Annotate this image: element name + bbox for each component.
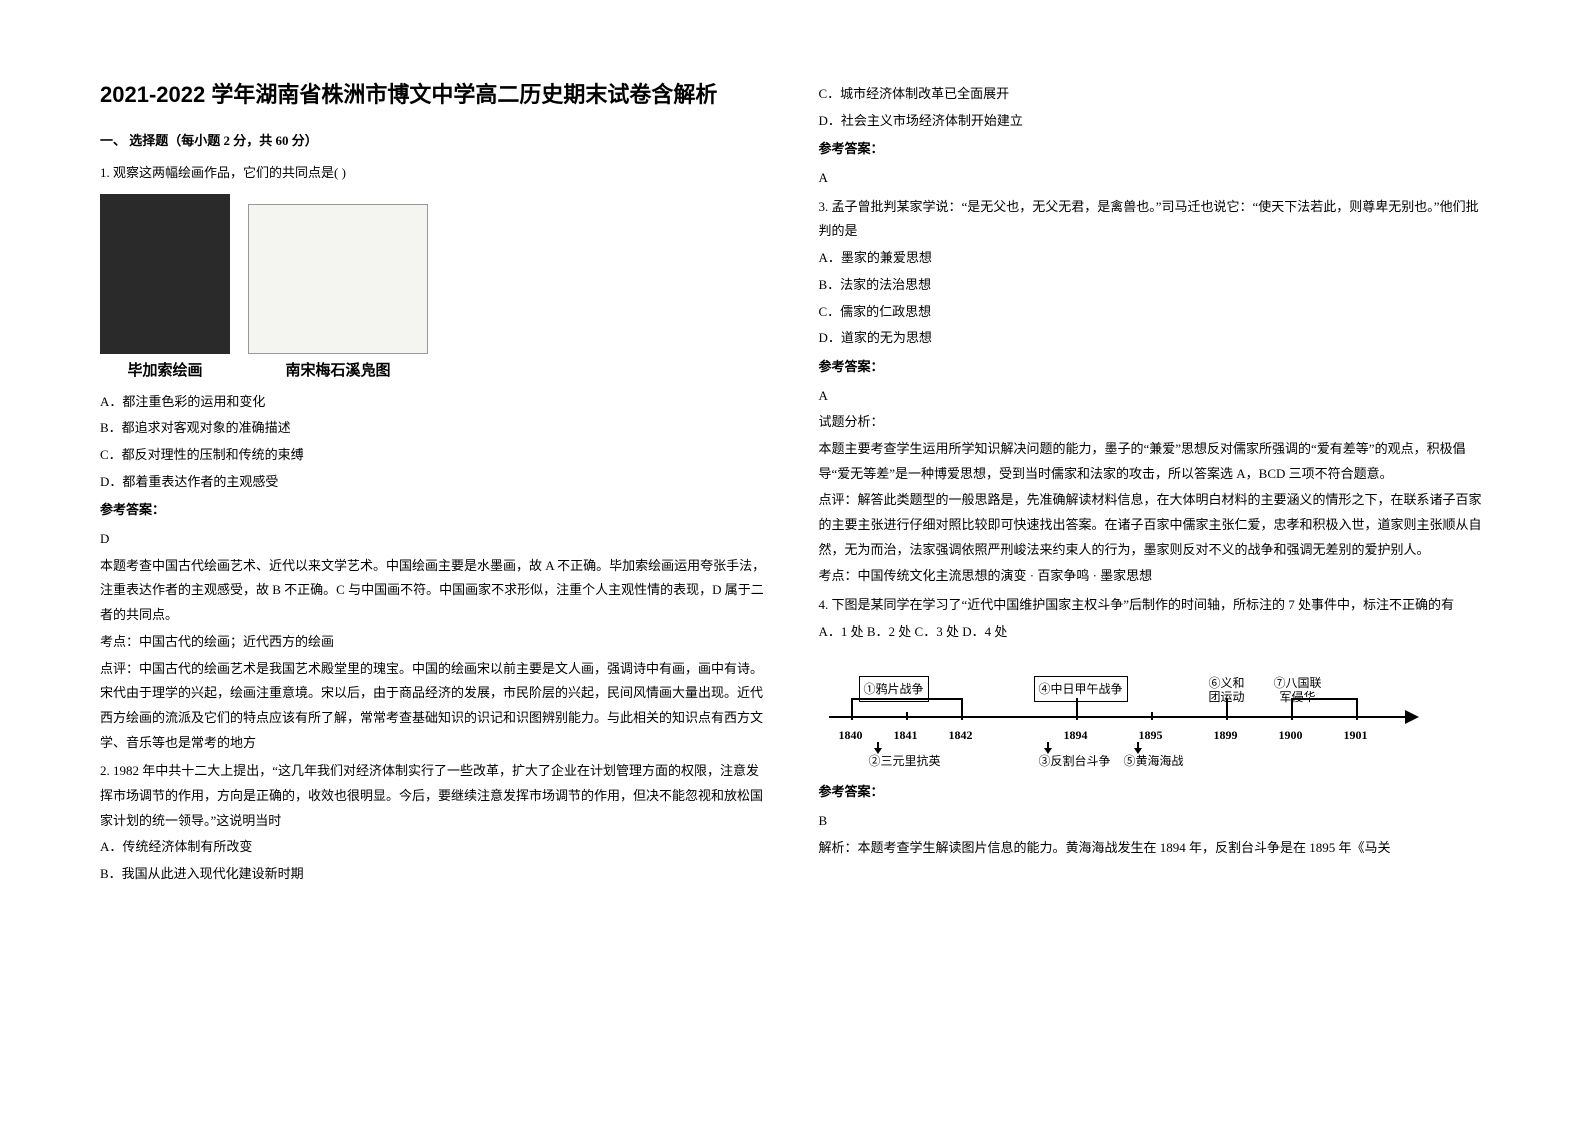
- q1-expl3: 点评：中国古代的绘画艺术是我国艺术殿堂里的瑰宝。中国的绘画宋以前主要是文人画，强…: [100, 657, 769, 756]
- picasso-image: [100, 194, 230, 354]
- e4-conn: [1076, 698, 1078, 712]
- q1-stem: 1. 观察这两幅绘画作品，它们的共同点是( ): [100, 161, 769, 186]
- q1-expl2: 考点：中国古代的绘画；近代西方的绘画: [100, 630, 769, 655]
- q1-answer: D: [100, 527, 769, 552]
- event-5: ⑤黄海海战: [1124, 750, 1184, 773]
- tick-1899: [1226, 712, 1228, 720]
- q2-stem: 2. 1982 年中共十二大上提出，“这几年我们对经济体制实行了一些改革，扩大了…: [100, 759, 769, 833]
- timeline-figure: 1840 1841 1842 1894 1895 1899 1900 1901 …: [819, 654, 1488, 774]
- q2-option-d: D．社会主义市场经济体制开始建立: [819, 109, 1488, 134]
- q1-img1-col: 毕加索绘画: [100, 194, 230, 386]
- e2-tick: [877, 742, 879, 748]
- e5-tick: [1137, 742, 1139, 748]
- tl-year-1842: 1842: [949, 724, 973, 747]
- tick-1894: [1076, 712, 1078, 720]
- q4-expl: 解析：本题考查学生解读图片信息的能力。黄海海战发生在 1894 年，反割台斗争是…: [819, 836, 1488, 861]
- q1-expl1: 本题考查中国古代绘画艺术、近代以来文学艺术。中国绘画主要是水墨画，故 A 不正确…: [100, 554, 769, 628]
- event-7-line2: 军侵华: [1280, 690, 1316, 704]
- tl-year-1900: 1900: [1279, 724, 1303, 747]
- q1-img2-col: 南宋梅石溪凫图: [248, 204, 428, 386]
- left-column: 2021-2022 学年湖南省株洲市博文中学高二历史期末试卷含解析 一、 选择题…: [100, 80, 769, 1062]
- e3-tick: [1047, 742, 1049, 748]
- q2-answer-label: 参考答案：: [819, 137, 1488, 162]
- event-3: ③反割台斗争: [1039, 750, 1111, 773]
- tick-1900: [1291, 712, 1293, 720]
- q2-option-a: A．传统经济体制有所改变: [100, 835, 769, 860]
- q3-answer: A: [819, 384, 1488, 409]
- event-2: ②三元里抗英: [869, 750, 941, 773]
- q1-option-c: C．都反对理性的压制和传统的束缚: [100, 443, 769, 468]
- timeline-axis: [829, 716, 1409, 718]
- tick-1841: [906, 712, 908, 720]
- tick-1842: [961, 712, 963, 720]
- tl-year-1899: 1899: [1214, 724, 1238, 747]
- tl-year-1895: 1895: [1139, 724, 1163, 747]
- q3-expl2: 本题主要考查学生运用所学知识解决问题的能力，墨子的“兼爱”思想反对儒家所强调的“…: [819, 437, 1488, 486]
- q4-answer: B: [819, 809, 1488, 834]
- timeline-arrow-icon: [1405, 710, 1419, 724]
- e6-conn: [1226, 698, 1228, 712]
- tl-year-1901: 1901: [1344, 724, 1368, 747]
- tick-1895: [1151, 712, 1153, 720]
- q1-img2-caption: 南宋梅石溪凫图: [285, 357, 390, 386]
- q1-option-d: D．都着重表达作者的主观感受: [100, 470, 769, 495]
- q3-expl3: 点评：解答此类题型的一般思路是，先准确解读材料信息，在大体明白材料的主要涵义的情…: [819, 488, 1488, 562]
- doc-title: 2021-2022 学年湖南省株洲市博文中学高二历史期末试卷含解析: [100, 80, 769, 111]
- q3-answer-label: 参考答案：: [819, 355, 1488, 380]
- q2-option-c: C．城市经济体制改革已全面展开: [819, 82, 1488, 107]
- q2-answer: A: [819, 166, 1488, 191]
- q1-images: 毕加索绘画 南宋梅石溪凫图: [100, 194, 769, 386]
- south-song-image: [248, 204, 428, 354]
- q3-option-c: C．儒家的仁政思想: [819, 300, 1488, 325]
- q3-expl4: 考点：中国传统文化主流思想的演变 · 百家争鸣 · 墨家思想: [819, 564, 1488, 589]
- q4-answer-label: 参考答案：: [819, 780, 1488, 805]
- q1-answer-label: 参考答案：: [100, 498, 769, 523]
- e1-conn-v1: [851, 698, 853, 712]
- q3-option-a: A．墨家的兼爱思想: [819, 246, 1488, 271]
- right-column: C．城市经济体制改革已全面展开 D．社会主义市场经济体制开始建立 参考答案： A…: [819, 80, 1488, 1062]
- event-4: ④中日甲午战争: [1034, 676, 1128, 703]
- event-7-line1: ⑦八国联: [1274, 676, 1322, 690]
- q1-option-a: A．都注重色彩的运用和变化: [100, 390, 769, 415]
- e7-conn-h: [1291, 698, 1358, 700]
- q4-stem: 4. 下图是某同学在学习了“近代中国维护国家主权斗争”后制作的时间轴，所标注的 …: [819, 593, 1488, 618]
- tick-1901: [1356, 712, 1358, 720]
- q3-stem: 3. 孟子曾批判某家学说：“是无父也，无父无君，是禽兽也。”司马迁也说它：“使天…: [819, 195, 1488, 244]
- q4-options: A．1 处 B．2 处 C．3 处 D．4 处: [819, 620, 1488, 645]
- q2-option-b: B．我国从此进入现代化建设新时期: [100, 862, 769, 887]
- e7-conn-v1: [1291, 698, 1293, 712]
- e1-conn-h: [851, 698, 963, 700]
- q1-option-b: B．都追求对客观对象的准确描述: [100, 416, 769, 441]
- q3-option-d: D．道家的无为思想: [819, 326, 1488, 351]
- e1-conn-v2: [961, 698, 963, 712]
- q3-expl1: 试题分析：: [819, 410, 1488, 435]
- tl-year-1894: 1894: [1064, 724, 1088, 747]
- e7-conn-v2: [1356, 698, 1358, 712]
- event-6-line1: ⑥义和: [1209, 676, 1245, 690]
- q1-img1-caption: 毕加索绘画: [127, 357, 202, 386]
- tl-year-1840: 1840: [839, 724, 863, 747]
- section-1-head: 一、 选择题（每小题 2 分，共 60 分）: [100, 129, 769, 154]
- q3-option-b: B．法家的法治思想: [819, 273, 1488, 298]
- tl-year-1841: 1841: [894, 724, 918, 747]
- tick-1840: [851, 712, 853, 720]
- timeline: 1840 1841 1842 1894 1895 1899 1900 1901 …: [819, 654, 1419, 774]
